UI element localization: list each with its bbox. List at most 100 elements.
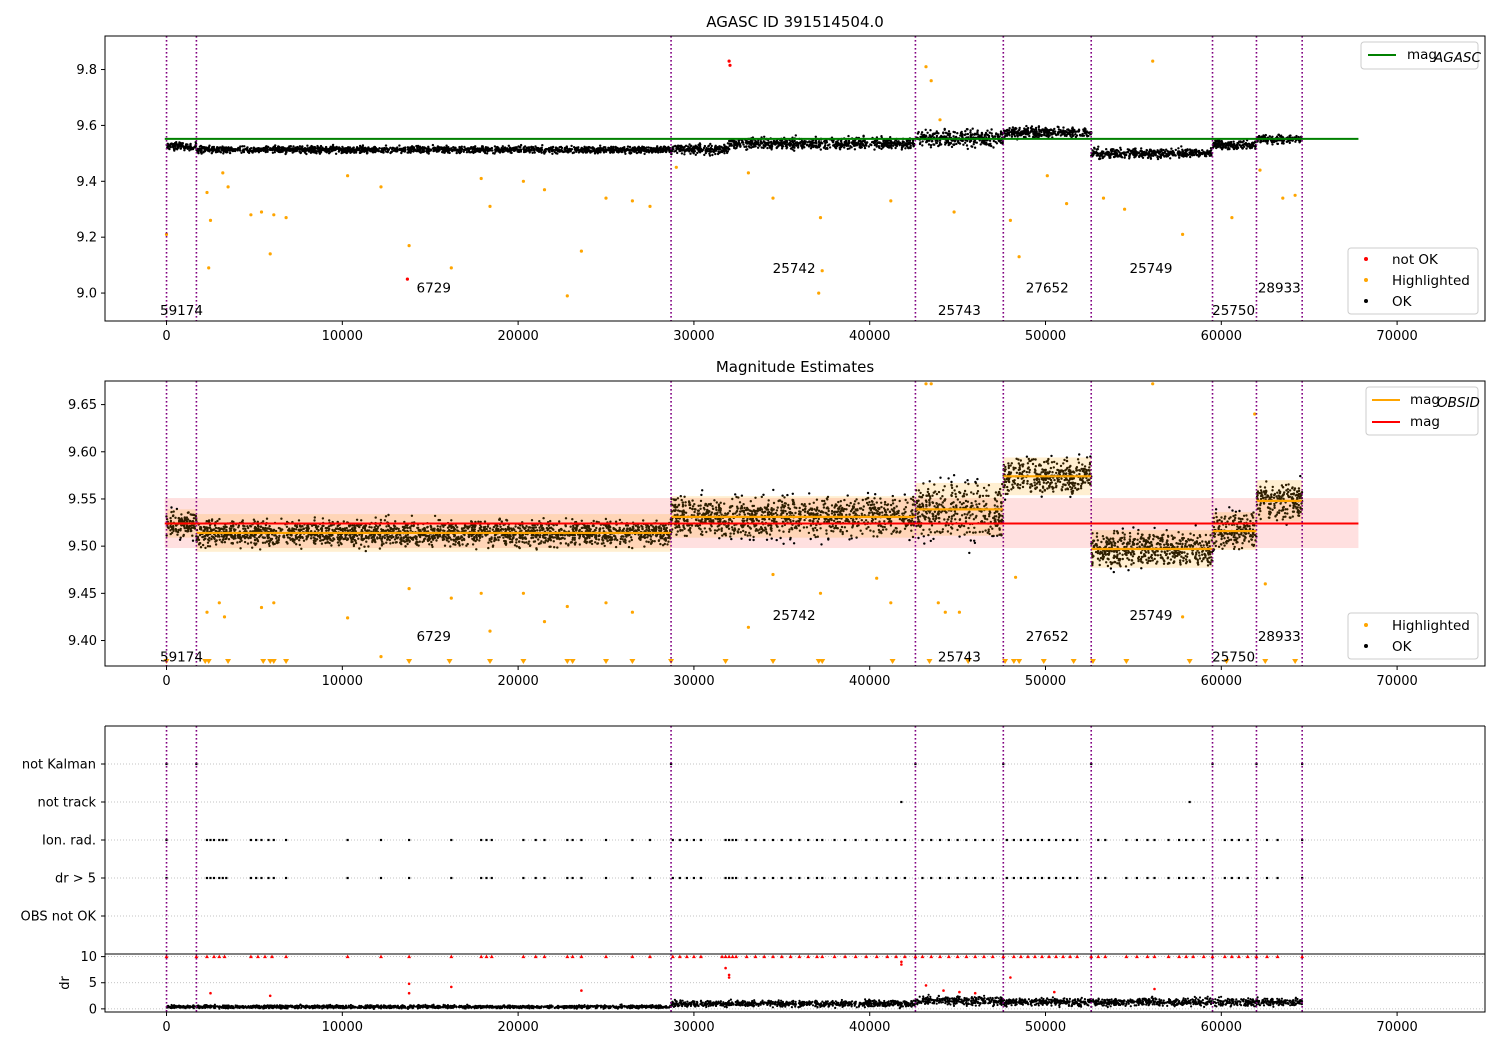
ok-point: [459, 146, 463, 150]
ok-point: [1215, 145, 1218, 148]
ok-point: [612, 145, 615, 149]
ok-point: [765, 142, 768, 145]
ok-point: [1263, 135, 1266, 138]
ok-point: [1226, 142, 1230, 145]
ok-point: [394, 150, 397, 153]
ok-point: [208, 144, 211, 147]
ok-point: [732, 139, 735, 142]
ok-point: [984, 141, 988, 144]
ok-point: [184, 529, 187, 533]
ok-point: [650, 151, 654, 154]
ok-point: [757, 143, 761, 146]
highlighted-point: [1017, 255, 1021, 259]
p1-obsid-label: 59174: [160, 303, 203, 319]
ok-point: [956, 132, 959, 135]
ok-point: [754, 139, 757, 143]
ok-point: [239, 547, 242, 550]
ok-point: [580, 147, 584, 151]
ok-point: [810, 144, 814, 148]
ok-point: [170, 510, 173, 514]
ok-point: [953, 143, 956, 146]
ok-point: [935, 141, 938, 145]
ok-point: [966, 132, 970, 136]
ok-point: [688, 150, 691, 153]
ok-point: [882, 145, 885, 148]
ok-point: [241, 145, 244, 148]
ok-point: [1044, 134, 1048, 137]
ok-point: [1281, 140, 1284, 144]
ok-point: [867, 145, 871, 148]
ok-point: [1208, 154, 1212, 157]
ok-point: [338, 147, 341, 150]
ok-point: [179, 527, 182, 531]
ok-point: [169, 532, 172, 536]
ok-point: [929, 144, 933, 147]
ok-point: [1165, 148, 1168, 151]
legend-box: [1360, 41, 1479, 70]
ok-point: [793, 142, 796, 146]
ok-point: [964, 141, 967, 144]
ok-point: [1188, 151, 1191, 154]
ok-point: [639, 150, 642, 153]
ok-point: [1149, 157, 1153, 160]
ok-point: [793, 149, 796, 152]
ok-point: [714, 152, 717, 156]
ok-point: [1166, 153, 1170, 156]
ok-point: [993, 135, 997, 138]
ok-point: [463, 145, 466, 149]
ok-point: [380, 147, 383, 150]
ok-point: [773, 143, 776, 146]
ok-point: [635, 151, 639, 155]
ok-point: [608, 148, 612, 151]
ok-point: [889, 144, 893, 147]
ok-point: [354, 151, 358, 154]
ok-point: [845, 139, 848, 143]
ok-point: [264, 145, 268, 148]
ok-point: [446, 146, 449, 150]
ok-point: [696, 146, 699, 149]
ok-point: [821, 142, 824, 145]
ok-point: [901, 141, 905, 144]
ok-point: [1029, 130, 1032, 134]
ok-point: [1028, 134, 1031, 138]
p1-obsid-label: 6729: [417, 280, 451, 296]
ok-point: [540, 151, 543, 154]
ok-point: [264, 150, 267, 153]
ok-point: [1219, 146, 1222, 149]
highlighted-point: [249, 213, 253, 217]
ok-point: [529, 148, 532, 151]
ok-point: [1038, 130, 1041, 133]
ok-point: [785, 143, 788, 147]
ok-point: [1201, 152, 1204, 156]
ok-point: [889, 136, 892, 139]
highlighted-point: [1065, 202, 1069, 206]
ok-point: [223, 541, 227, 544]
ok-point: [448, 148, 452, 152]
p1-ytick-label: 9.4: [76, 175, 97, 190]
ok-point: [1057, 132, 1060, 135]
highlighted-point: [1123, 207, 1127, 211]
highlighted-point: [379, 185, 383, 189]
ok-point: [179, 141, 182, 145]
ok-point: [708, 152, 711, 155]
ok-point: [771, 142, 774, 145]
ok-point: [1062, 129, 1065, 132]
ok-point: [267, 145, 270, 149]
ok-point: [347, 150, 350, 153]
p1-xtick-label: 10000: [322, 329, 363, 344]
ok-point: [214, 149, 218, 152]
ok-point: [1169, 157, 1172, 160]
ok-point: [619, 149, 622, 152]
ok-point: [840, 145, 844, 148]
ok-point: [998, 140, 1001, 143]
ok-point: [1140, 147, 1143, 150]
ok-point: [702, 146, 706, 150]
ok-point: [756, 146, 760, 149]
ok-point: [448, 151, 451, 155]
ok-point: [403, 148, 406, 151]
ok-point: [848, 147, 851, 150]
ok-point: [1174, 148, 1178, 152]
ok-point: [183, 145, 186, 148]
ok-point: [1140, 150, 1144, 153]
ok-point: [908, 139, 912, 142]
